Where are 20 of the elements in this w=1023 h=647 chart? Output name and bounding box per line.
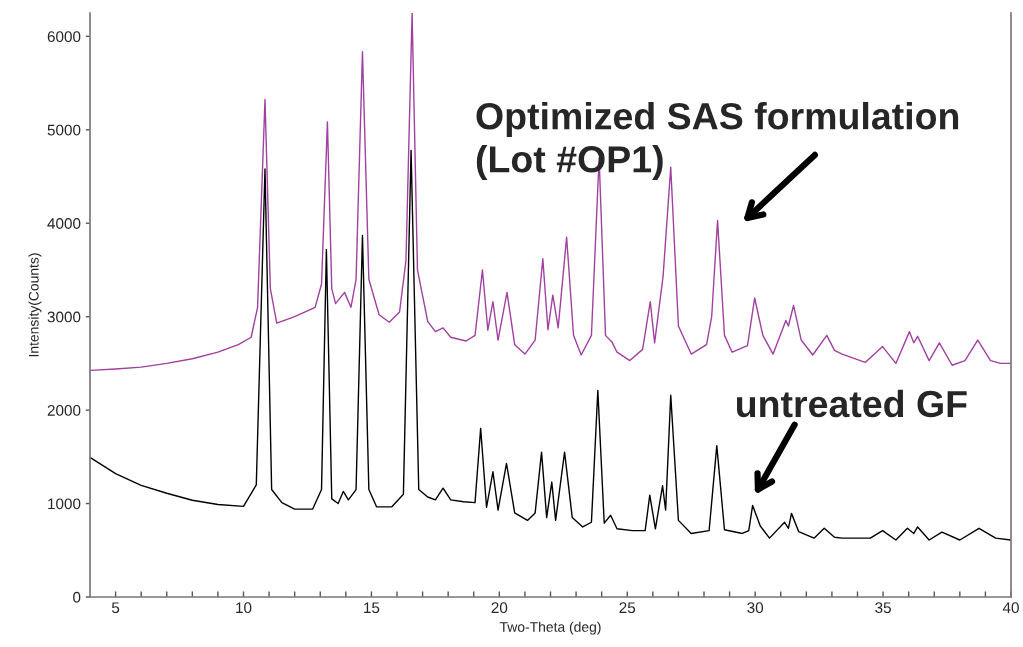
x-tick-label: 15 xyxy=(364,602,380,614)
x-tick-label: 40 xyxy=(1002,602,1019,614)
y-tick-label: 3000 xyxy=(47,311,81,323)
x-tick-label: 10 xyxy=(236,602,252,614)
y-tick-label: 6000 xyxy=(47,31,81,43)
x-tick-label: 25 xyxy=(619,602,636,614)
x-axis-title: Two-Theta (deg) xyxy=(499,621,601,635)
y-tick-label: 1000 xyxy=(48,498,81,510)
x-tick-label: 35 xyxy=(875,602,891,614)
y-axis-title: Intensity(Counts) xyxy=(28,253,42,357)
line-series xyxy=(90,13,1011,372)
y-tick-label: 2000 xyxy=(47,404,81,416)
y-tick-label: 4000 xyxy=(47,218,81,229)
x-tick-label: 30 xyxy=(747,602,764,614)
x-tick-label: 20 xyxy=(491,602,508,614)
annotation: Optimized SAS formulation (Lot #OP1) xyxy=(476,101,959,181)
y-tick-label: 0 xyxy=(73,591,81,603)
x-tick-label: 5 xyxy=(111,602,120,614)
annotation: untreated GF xyxy=(737,389,967,418)
y-tick-label: 5000 xyxy=(47,124,81,136)
